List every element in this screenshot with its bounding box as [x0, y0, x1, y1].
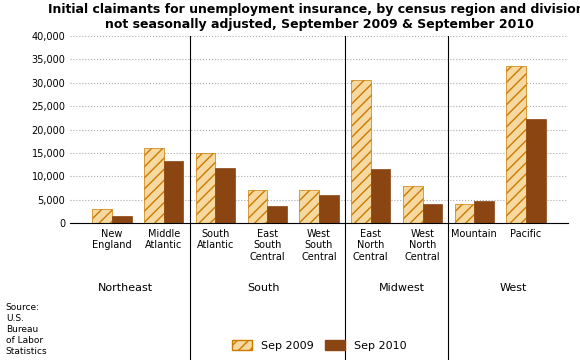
Text: Midwest: Midwest	[379, 283, 425, 293]
Bar	[351, 80, 371, 223]
Bar	[267, 206, 287, 223]
Bar	[455, 204, 474, 223]
Text: South: South	[247, 283, 280, 293]
Bar	[403, 186, 422, 223]
Bar	[299, 189, 319, 223]
Bar	[112, 216, 132, 223]
Bar	[164, 161, 183, 223]
Text: Northeast: Northeast	[97, 283, 153, 293]
Bar	[422, 204, 442, 223]
Bar	[506, 66, 526, 223]
Bar	[196, 153, 216, 223]
Bar	[144, 148, 164, 223]
Legend: Sep 2009, Sep 2010: Sep 2009, Sep 2010	[232, 340, 406, 351]
Bar	[92, 209, 112, 223]
Bar	[474, 201, 494, 223]
Bar	[371, 169, 390, 223]
Bar	[216, 168, 235, 223]
Bar	[248, 190, 267, 223]
Text: West: West	[499, 283, 527, 293]
Bar	[526, 119, 546, 223]
Bar	[319, 195, 339, 223]
Title: Initial claimants for unemployment insurance, by census region and division,
not: Initial claimants for unemployment insur…	[48, 3, 580, 31]
Text: Source:
U.S.
Bureau
of Labor
Statistics: Source: U.S. Bureau of Labor Statistics	[6, 303, 48, 356]
